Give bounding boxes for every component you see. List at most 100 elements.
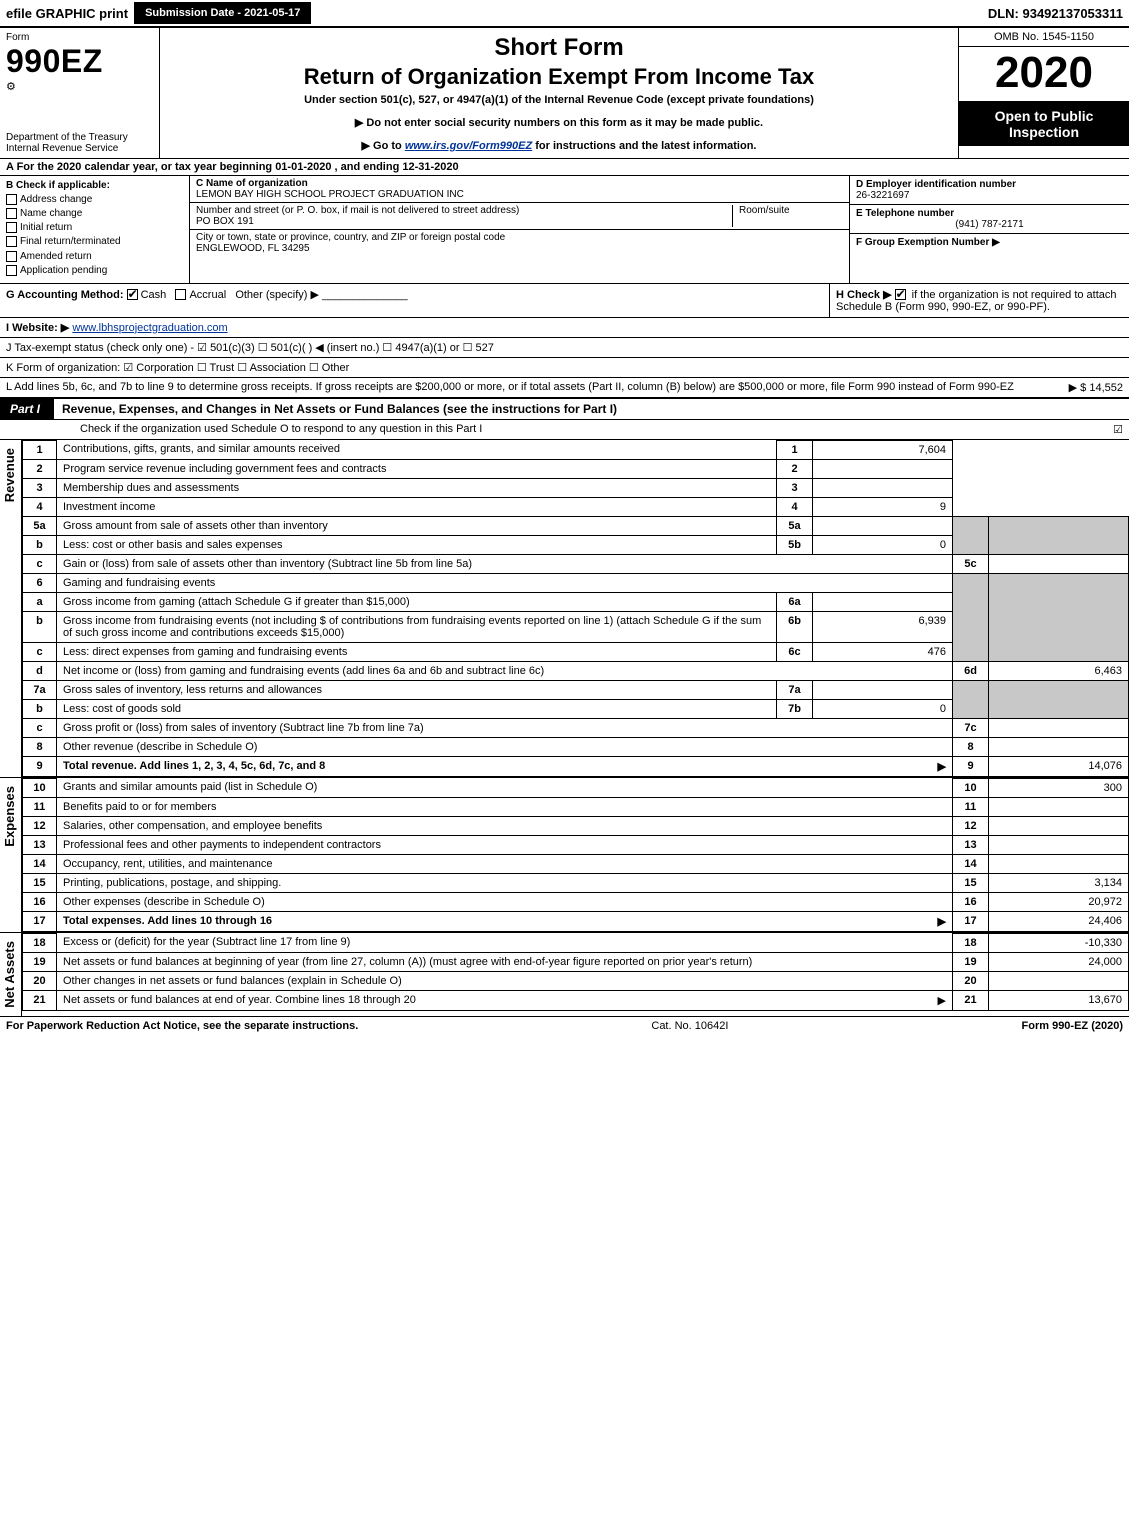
table-row: 20Other changes in net assets or fund ba… [23,971,1129,990]
omb-number: OMB No. 1545-1150 [959,28,1129,47]
d-ein-val: 26-3221697 [856,190,1123,201]
chk-schedule-b[interactable] [895,289,906,300]
table-row: 12Salaries, other compensation, and empl… [23,816,1129,835]
f-group-lbl: F Group Exemption Number ▶ [856,237,1123,248]
table-row: 2Program service revenue including gover… [23,459,1129,478]
line-l: L Add lines 5b, 6c, and 7b to line 9 to … [0,378,1129,398]
irs-label: Internal Revenue Service [6,143,153,154]
footer-right: Form 990-EZ (2020) [1022,1020,1123,1032]
table-row: cGross profit or (loss) from sales of in… [23,718,1129,737]
netassets-section: Net Assets 18Excess or (deficit) for the… [0,933,1129,1017]
part1-sub: Check if the organization used Schedule … [0,420,1129,440]
chk-initial-return[interactable]: Initial return [6,222,183,233]
footer-mid: Cat. No. 10642I [651,1020,728,1032]
e-phone-val: (941) 787-2171 [856,219,1123,230]
table-row: 8Other revenue (describe in Schedule O)8 [23,737,1129,756]
table-row: 1Contributions, gifts, grants, and simil… [23,440,1129,459]
title-short-form: Short Form [168,34,950,62]
expenses-section: Expenses 10Grants and similar amounts pa… [0,778,1129,933]
open-public: Open to Public [963,108,1125,124]
subtitle-goto: ▶ Go to www.irs.gov/Form990EZ for instru… [168,139,950,152]
subtitle-section: Under section 501(c), 527, or 4947(a)(1)… [168,94,950,106]
entity-block: B Check if applicable: Address change Na… [0,176,1129,284]
expenses-sidelabel: Expenses [0,778,19,855]
website-link[interactable]: www.lbhsprojectgraduation.com [72,322,227,334]
e-phone-lbl: E Telephone number [856,208,1123,219]
table-row: 14Occupancy, rent, utilities, and mainte… [23,854,1129,873]
g-label: G Accounting Method: [6,289,124,301]
table-row: 21Net assets or fund balances at end of … [23,990,1129,1010]
c-name-lbl: C Name of organization [196,178,843,189]
table-row: 6Gaming and fundraising events [23,573,1129,592]
chk-amended[interactable]: Amended return [6,251,183,262]
line-j: J Tax-exempt status (check only one) - ☑… [0,338,1129,358]
page-footer: For Paperwork Reduction Act Notice, see … [0,1017,1129,1035]
form-header: Form 990EZ ⚙ Department of the Treasury … [0,28,1129,159]
table-row: 18Excess or (deficit) for the year (Subt… [23,933,1129,952]
revenue-table: 1Contributions, gifts, grants, and simil… [22,440,1129,777]
l-text: L Add lines 5b, 6c, and 7b to line 9 to … [6,381,1014,394]
table-row: cGain or (loss) from sale of assets othe… [23,554,1129,573]
chk-address-change[interactable]: Address change [6,194,183,205]
form-word: Form [6,32,153,43]
seal-icon: ⚙ [6,80,153,93]
dept-label: Department of the Treasury [6,132,153,143]
h-label: H Check ▶ [836,289,892,301]
c-room-lbl: Room/suite [733,205,843,227]
table-row: 4Investment income49 [23,497,1129,516]
table-row: dNet income or (loss) from gaming and fu… [23,661,1129,680]
table-row: 17Total expenses. Add lines 10 through 1… [23,911,1129,931]
line-g-h: G Accounting Method: Cash Accrual Other … [0,284,1129,318]
netassets-table: 18Excess or (deficit) for the year (Subt… [22,933,1129,1011]
goto-pre: ▶ Go to [362,140,405,152]
subtitle-ssn: ▶ Do not enter social security numbers o… [168,116,950,129]
i-label: I Website: ▶ [6,322,69,334]
irs-link[interactable]: www.irs.gov/Form990EZ [405,140,532,152]
table-row: 19Net assets or fund balances at beginni… [23,952,1129,971]
box-c: C Name of organization LEMON BAY HIGH SC… [190,176,849,283]
chk-cash[interactable] [127,289,138,300]
submission-date-button[interactable]: Submission Date - 2021-05-17 [134,2,311,24]
dln-label: DLN: 93492137053311 [988,6,1123,21]
chk-pending[interactable]: Application pending [6,265,183,276]
line-a: A For the 2020 calendar year, or tax yea… [0,159,1129,176]
tax-year: 2020 [959,47,1129,102]
table-row: 10Grants and similar amounts paid (list … [23,778,1129,797]
topbar: efile GRAPHIC print Submission Date - 20… [0,0,1129,28]
goto-post: for instructions and the latest informat… [535,140,756,152]
table-row: 7aGross sales of inventory, less returns… [23,680,1129,699]
table-row: 5aGross amount from sale of assets other… [23,516,1129,535]
part1-tag: Part I [0,399,54,419]
inspection: Inspection [963,124,1125,140]
revenue-section: Revenue 1Contributions, gifts, grants, a… [0,440,1129,778]
revenue-sidelabel: Revenue [0,440,19,510]
g-other: Other (specify) ▶ [235,289,319,301]
chk-accrual[interactable] [175,289,186,300]
org-city: ENGLEWOOD, FL 34295 [196,243,843,254]
expenses-table: 10Grants and similar amounts paid (list … [22,778,1129,932]
efile-label: efile GRAPHIC print [6,6,128,21]
org-address: PO BOX 191 [196,216,728,227]
part1-title: Revenue, Expenses, and Changes in Net As… [54,402,617,416]
footer-left: For Paperwork Reduction Act Notice, see … [6,1020,358,1032]
c-city-lbl: City or town, state or province, country… [196,232,843,243]
box-b: B Check if applicable: Address change Na… [0,176,190,283]
c-addr-lbl: Number and street (or P. O. box, if mail… [196,205,728,216]
table-row: 3Membership dues and assessments3 [23,478,1129,497]
title-return: Return of Organization Exempt From Incom… [168,64,950,90]
table-row: 16Other expenses (describe in Schedule O… [23,892,1129,911]
l-amount: ▶ $ 14,552 [1069,381,1123,394]
table-row: 15Printing, publications, postage, and s… [23,873,1129,892]
org-name: LEMON BAY HIGH SCHOOL PROJECT GRADUATION… [196,189,843,200]
form-number: 990EZ [6,43,153,80]
netassets-sidelabel: Net Assets [0,933,19,1016]
chk-name-change[interactable]: Name change [6,208,183,219]
table-row: 13Professional fees and other payments t… [23,835,1129,854]
part1-sub-check: ☑ [1113,423,1123,436]
table-row: 9Total revenue. Add lines 1, 2, 3, 4, 5c… [23,756,1129,776]
chk-final-return[interactable]: Final return/terminated [6,236,183,247]
part1-header: Part I Revenue, Expenses, and Changes in… [0,398,1129,420]
part1-sub-text: Check if the organization used Schedule … [80,423,482,436]
line-k: K Form of organization: ☑ Corporation ☐ … [0,358,1129,378]
d-ein-lbl: D Employer identification number [856,179,1123,190]
